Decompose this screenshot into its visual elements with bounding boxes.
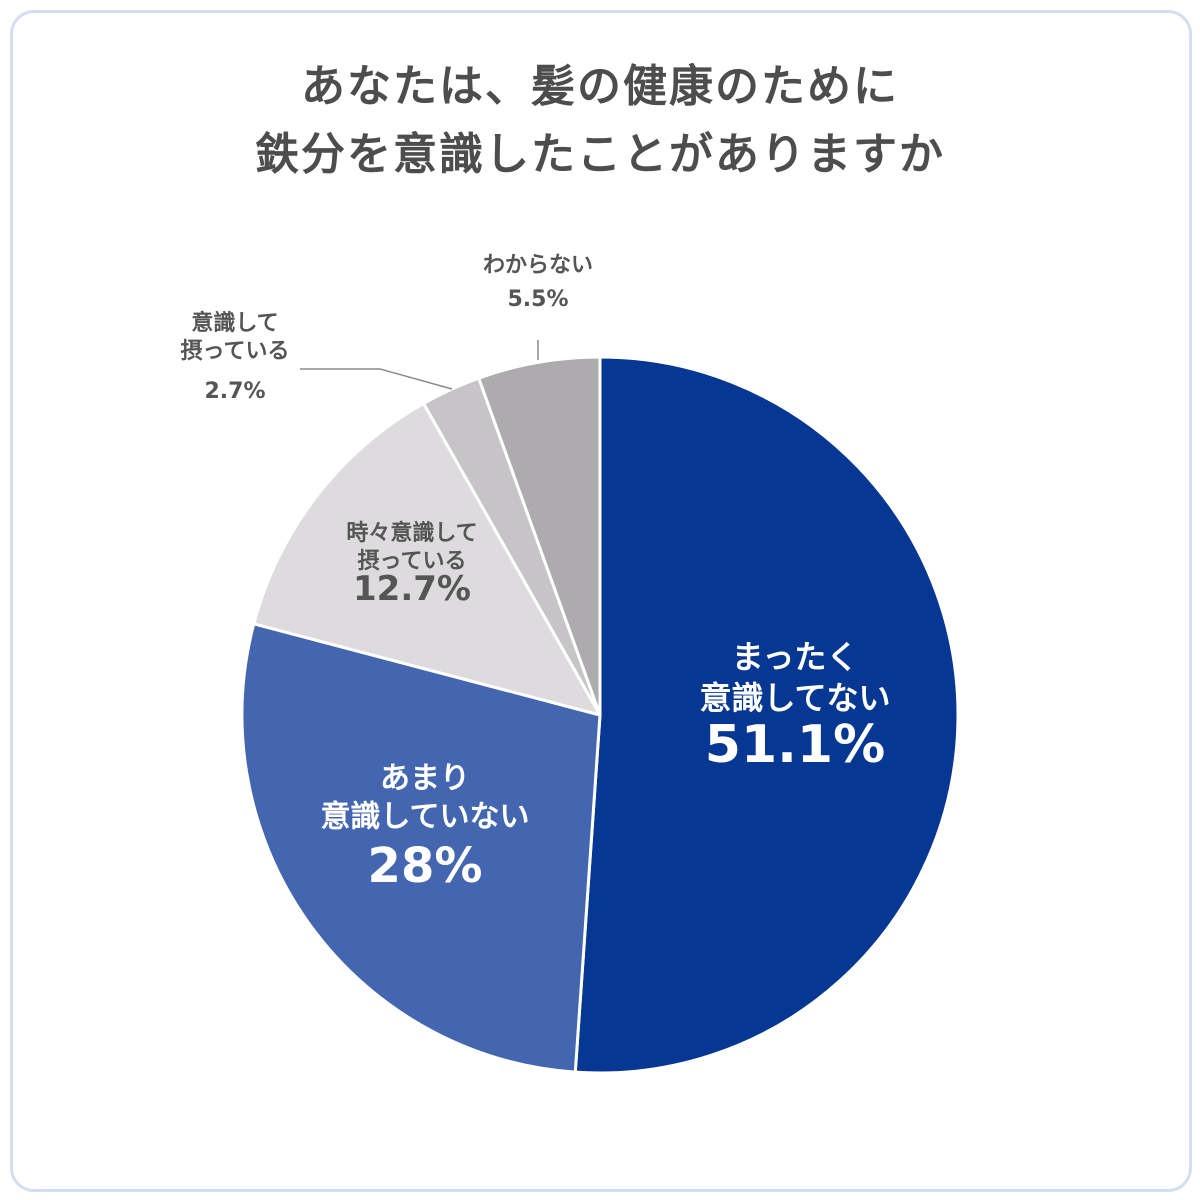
slice-value-5: 5.5% [507,287,568,312]
slice-value-3: 12.7% [353,569,471,609]
slice-label-3: 時々意識して摂っている [346,520,477,574]
pie-slices [240,355,960,1075]
slice-label-4: 意識して摂っている [181,310,290,364]
pie-slice-5 [477,355,602,717]
pie-slice-3 [252,401,602,717]
chart-title-line-2: 鉄分を意識したことがありますか [255,129,945,180]
slice-value-2: 28% [368,838,483,894]
leader-line-4 [300,368,453,390]
slice-value-1: 51.1% [705,715,885,775]
slice-value-4: 2.7% [204,379,265,404]
slice-label-5: わからない [483,253,593,278]
chart-title-line-1: あなたは、髪の健康のために [301,61,899,112]
pie-slice-2 [240,622,602,1074]
slice-label-1: まったく意識してない [699,638,890,717]
pie-slice-1 [573,355,960,1075]
slice-label-2: あまり意識していない [320,761,529,834]
